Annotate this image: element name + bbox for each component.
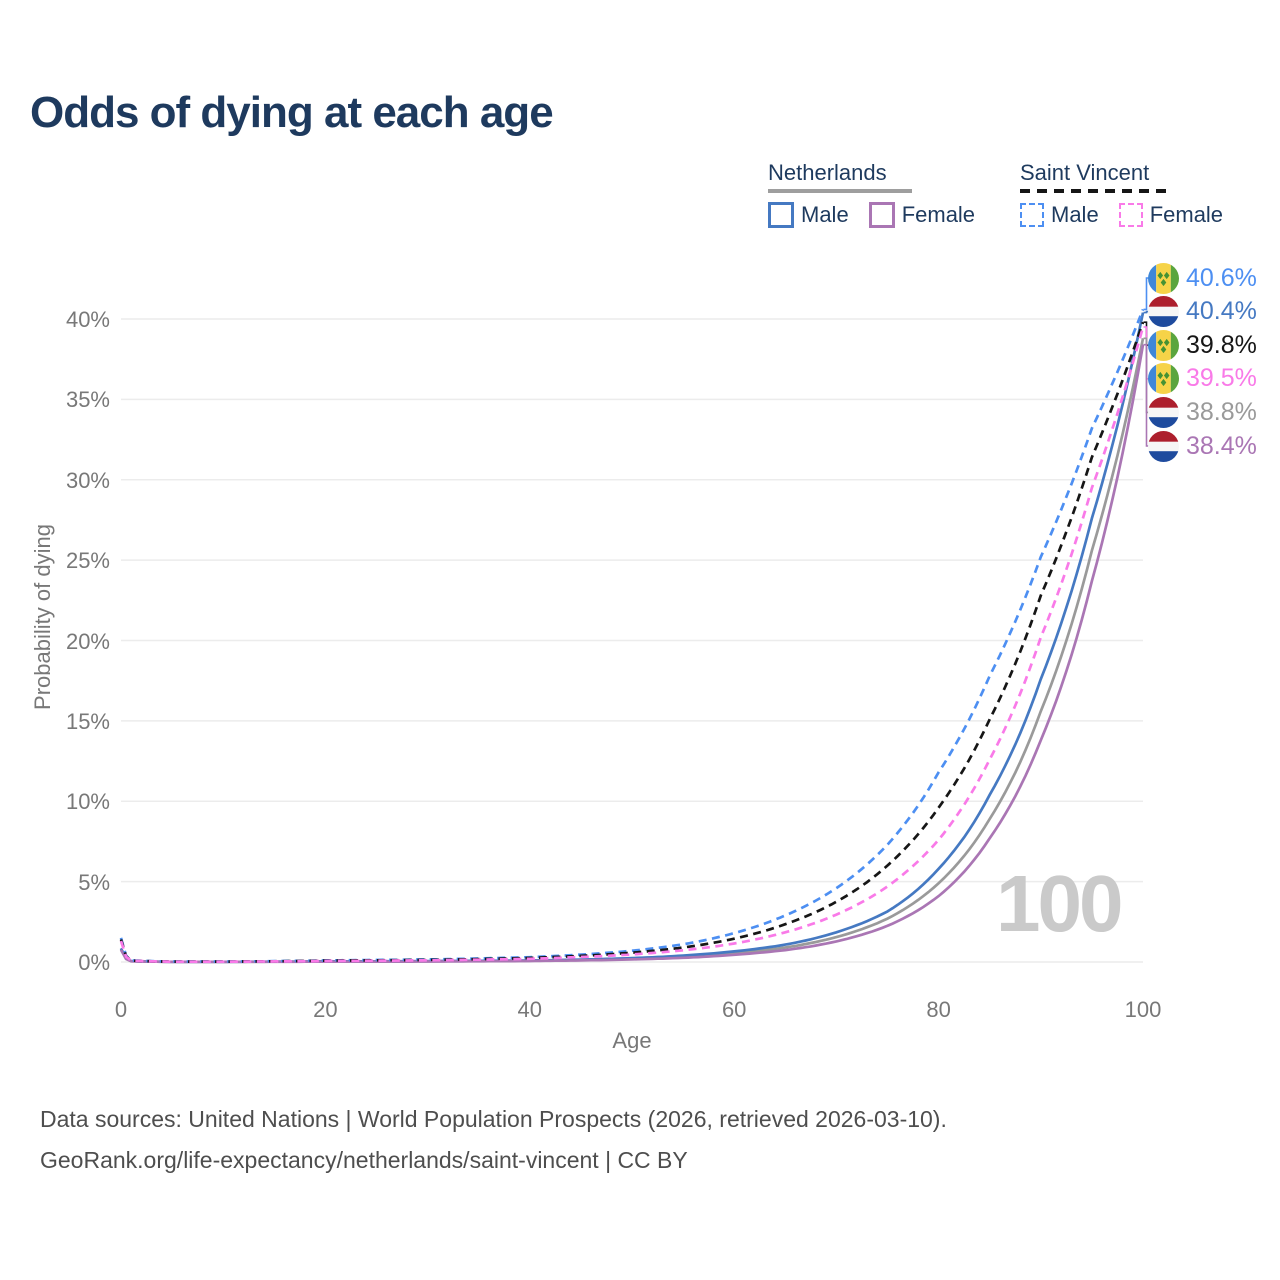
end-label-row-sv-female: 39.5% [1148, 362, 1257, 395]
saint-vincent-flag-icon [1148, 262, 1179, 294]
end-label-row-sv-both: 39.8% [1148, 329, 1257, 362]
age-watermark: 100 [996, 859, 1123, 948]
x-tick-label-40: 40 [517, 997, 543, 1022]
legend-label-netherlands-male[interactable]: Male [801, 202, 849, 227]
y-tick-label-20%: 20% [65, 628, 110, 654]
data-sources-text: Data sources: United Nations | World Pop… [40, 1106, 947, 1132]
end-label-value-nl-both: 38.8% [1186, 397, 1257, 426]
y-tick-label-10%: 10% [65, 789, 110, 815]
legend-swatch-netherlands-male[interactable] [768, 202, 794, 228]
end-label-row-nl-female: 38.4% [1148, 430, 1257, 463]
page-title: Odds of dying at each age [30, 88, 554, 137]
y-axis-title: Probability of dying [30, 524, 55, 710]
curve-nl-both [119, 338, 1145, 964]
legend-group-saint-vincent: Saint Vincent Male Female [1020, 160, 1223, 228]
x-tick-label-80: 80 [926, 997, 951, 1022]
legend-label-saint-vincent-female[interactable]: Female [1149, 202, 1224, 227]
mortality-line-chart [119, 277, 1150, 964]
legend-group-netherlands: Netherlands Male Female [768, 160, 975, 228]
saint-vincent-line-sample [1020, 189, 1172, 193]
y-tick-label-5%: 5% [78, 869, 110, 895]
legend-group-title-netherlands: Netherlands [768, 160, 887, 185]
y-tick-label-25%: 25% [65, 548, 110, 574]
x-axis-title: Age [612, 1028, 652, 1053]
curve-sv-female [119, 326, 1145, 964]
saint-vincent-flag-icon [1148, 363, 1179, 395]
netherlands-line-sample [768, 189, 912, 193]
saint-vincent-flag-icon [1148, 329, 1179, 361]
x-tick-label-60: 60 [721, 997, 747, 1022]
x-tick-label-100: 100 [1124, 997, 1162, 1022]
y-tick-label-30%: 30% [65, 467, 110, 493]
legend-label-netherlands-female[interactable]: Female [901, 202, 976, 227]
end-label-value-sv-female: 39.5% [1186, 364, 1257, 393]
curve-nl-male [119, 312, 1145, 964]
y-tick-label-0%: 0% [78, 950, 110, 975]
end-label-row-nl-both: 38.8% [1148, 396, 1257, 429]
end-label-row-nl-male: 40.4% [1148, 295, 1257, 328]
netherlands-flag-icon [1148, 396, 1179, 428]
netherlands-flag-icon [1148, 296, 1179, 328]
end-label-value-nl-female: 38.4% [1186, 431, 1257, 460]
legend-group-title-saint-vincent: Saint Vincent [1020, 160, 1150, 185]
legend-swatch-saint-vincent-male[interactable] [1020, 203, 1044, 227]
curve-nl-female [119, 344, 1145, 964]
end-label-row-sv-male: 40.6% [1148, 262, 1257, 295]
legend-swatch-netherlands-female[interactable] [868, 202, 895, 228]
attribution-text: GeoRank.org/life-expectancy/netherlands/… [40, 1147, 688, 1173]
end-label-value-nl-male: 40.4% [1186, 297, 1257, 326]
end-label-value-sv-male: 40.6% [1186, 263, 1257, 292]
y-tick-label-40%: 40% [65, 307, 110, 332]
y-tick-label-35%: 35% [65, 387, 110, 413]
curve-sv-male [119, 308, 1145, 963]
end-label-value-sv-both: 39.8% [1186, 330, 1257, 359]
legend-swatch-saint-vincent-female[interactable] [1118, 203, 1143, 227]
legend-label-saint-vincent-male[interactable]: Male [1051, 202, 1099, 227]
curve-sv-both [119, 321, 1145, 963]
x-tick-label-20: 20 [313, 997, 338, 1022]
y-tick-label-15%: 15% [65, 708, 110, 734]
x-tick-label-0: 0 [114, 997, 128, 1022]
netherlands-flag-icon [1148, 430, 1179, 462]
